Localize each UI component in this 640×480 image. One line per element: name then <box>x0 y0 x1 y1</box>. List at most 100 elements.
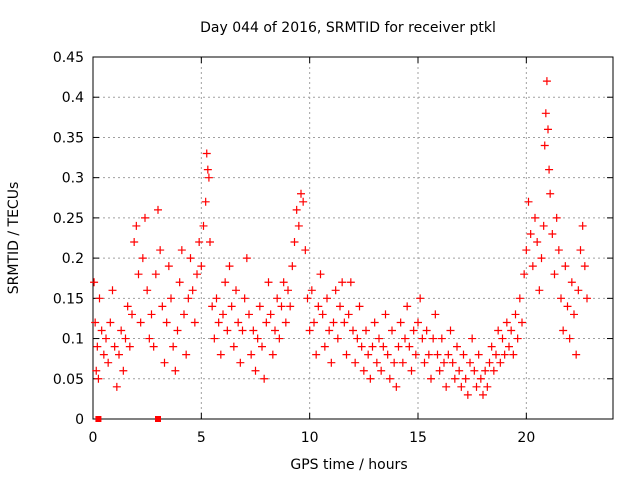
data-point <box>545 165 554 174</box>
data-point <box>268 350 277 359</box>
data-point <box>377 366 386 375</box>
data-point <box>409 326 418 335</box>
data-point <box>93 342 102 351</box>
data-point <box>583 294 591 303</box>
data-point <box>405 342 414 351</box>
data-point <box>240 294 249 303</box>
data-point <box>314 302 323 311</box>
y-tick-label: 0.25 <box>53 211 84 227</box>
data-point <box>119 366 128 375</box>
data-point <box>342 350 351 359</box>
data-point <box>232 286 240 295</box>
data-point <box>175 278 184 287</box>
data-point <box>331 286 340 295</box>
data-point <box>507 326 516 335</box>
data-point <box>424 350 433 359</box>
data-point <box>260 374 269 383</box>
data-point <box>125 342 134 351</box>
data-point <box>188 286 197 295</box>
data-point <box>359 366 368 375</box>
data-point <box>349 326 357 335</box>
data-point <box>130 238 139 247</box>
data-point <box>297 189 305 198</box>
data-point <box>312 350 321 359</box>
data-point <box>539 221 548 230</box>
data-point <box>242 254 251 263</box>
data-point <box>479 390 487 399</box>
data-point <box>151 270 160 279</box>
y-tick-label: 0.3 <box>62 171 84 187</box>
data-point <box>277 302 286 311</box>
data-point <box>238 326 247 335</box>
data-point <box>299 197 308 206</box>
data-point <box>275 334 284 343</box>
data-point <box>420 358 429 367</box>
data-point <box>167 294 175 303</box>
data-point <box>450 374 459 383</box>
data-point <box>540 141 549 150</box>
data-point <box>203 165 212 174</box>
data-point <box>557 294 565 303</box>
data-point <box>544 125 552 134</box>
data-point <box>253 334 262 343</box>
data-point <box>336 302 344 311</box>
data-point <box>190 318 199 327</box>
data-point <box>262 318 271 327</box>
data-point <box>344 310 353 319</box>
data-point <box>316 270 325 279</box>
data-point-square <box>155 416 161 422</box>
data-point <box>355 302 364 311</box>
data-point <box>158 302 167 311</box>
y-tick-label: 0.45 <box>53 50 84 66</box>
data-point <box>204 173 213 182</box>
data-point <box>212 294 221 303</box>
data-point <box>398 358 407 367</box>
data-point <box>251 366 260 375</box>
data-point <box>472 382 481 391</box>
data-point <box>193 270 201 279</box>
data-point <box>537 254 546 263</box>
data-point <box>329 318 338 327</box>
data-point <box>221 278 230 287</box>
data-point <box>546 189 555 198</box>
data-point <box>515 294 524 303</box>
data-point <box>320 342 329 351</box>
data-point <box>234 318 243 327</box>
data-point <box>145 334 154 343</box>
x-tick-label: 20 <box>517 430 535 446</box>
data-point <box>565 334 574 343</box>
data-point <box>90 278 99 287</box>
data-point <box>502 318 511 327</box>
data-point <box>143 286 152 295</box>
data-point <box>210 334 219 343</box>
data-point <box>255 302 264 311</box>
data-point <box>572 350 581 359</box>
data-point <box>455 366 464 375</box>
data-point <box>182 350 191 359</box>
data-point <box>353 334 362 343</box>
data-point <box>552 213 561 222</box>
data-point <box>437 334 446 343</box>
data-point <box>481 366 490 375</box>
data-point <box>429 334 438 343</box>
data-point <box>164 262 173 271</box>
data-point-square <box>95 416 102 422</box>
data-point <box>294 221 303 230</box>
data-point <box>461 374 470 383</box>
data-point <box>563 302 572 311</box>
data-point <box>390 358 399 367</box>
data-point <box>466 358 474 367</box>
data-point <box>225 262 234 271</box>
data-point <box>99 350 108 359</box>
data-point <box>288 262 297 271</box>
data-point <box>247 350 256 359</box>
data-point <box>138 254 147 263</box>
data-point <box>411 350 420 359</box>
data-point <box>197 262 206 271</box>
data-point <box>418 334 427 343</box>
data-point <box>433 350 442 359</box>
data-point <box>459 350 468 359</box>
data-point <box>498 334 507 343</box>
data-point <box>396 318 405 327</box>
